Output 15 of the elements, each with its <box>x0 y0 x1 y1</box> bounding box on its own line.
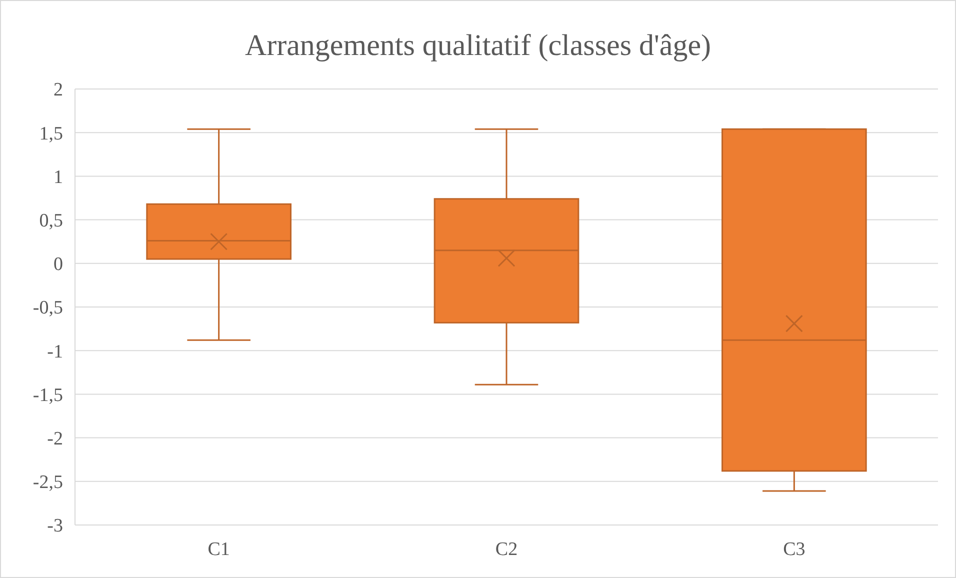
y-tick-label: -2 <box>47 428 63 450</box>
y-tick-label: -2,5 <box>32 472 63 494</box>
y-tick-label: -1 <box>47 341 63 362</box>
y-tick-label: 1 <box>54 166 63 188</box>
x-tick-label: C1 <box>208 539 230 560</box>
y-tick-label: -1,5 <box>32 384 63 406</box>
y-tick-label: 0 <box>54 254 63 276</box>
y-tick-label: 0,5 <box>39 210 63 232</box>
x-tick-label: C3 <box>783 539 806 560</box>
chart-title: Arrangements qualitatif (classes d'âge) <box>244 29 712 62</box>
x-tick-label: C2 <box>495 539 518 560</box>
y-tick-label: -3 <box>47 516 63 537</box>
y-tick-label: 1,5 <box>39 123 63 144</box>
y-tick-label: -0,5 <box>32 298 63 319</box>
y-tick-label: 2 <box>54 80 63 101</box>
